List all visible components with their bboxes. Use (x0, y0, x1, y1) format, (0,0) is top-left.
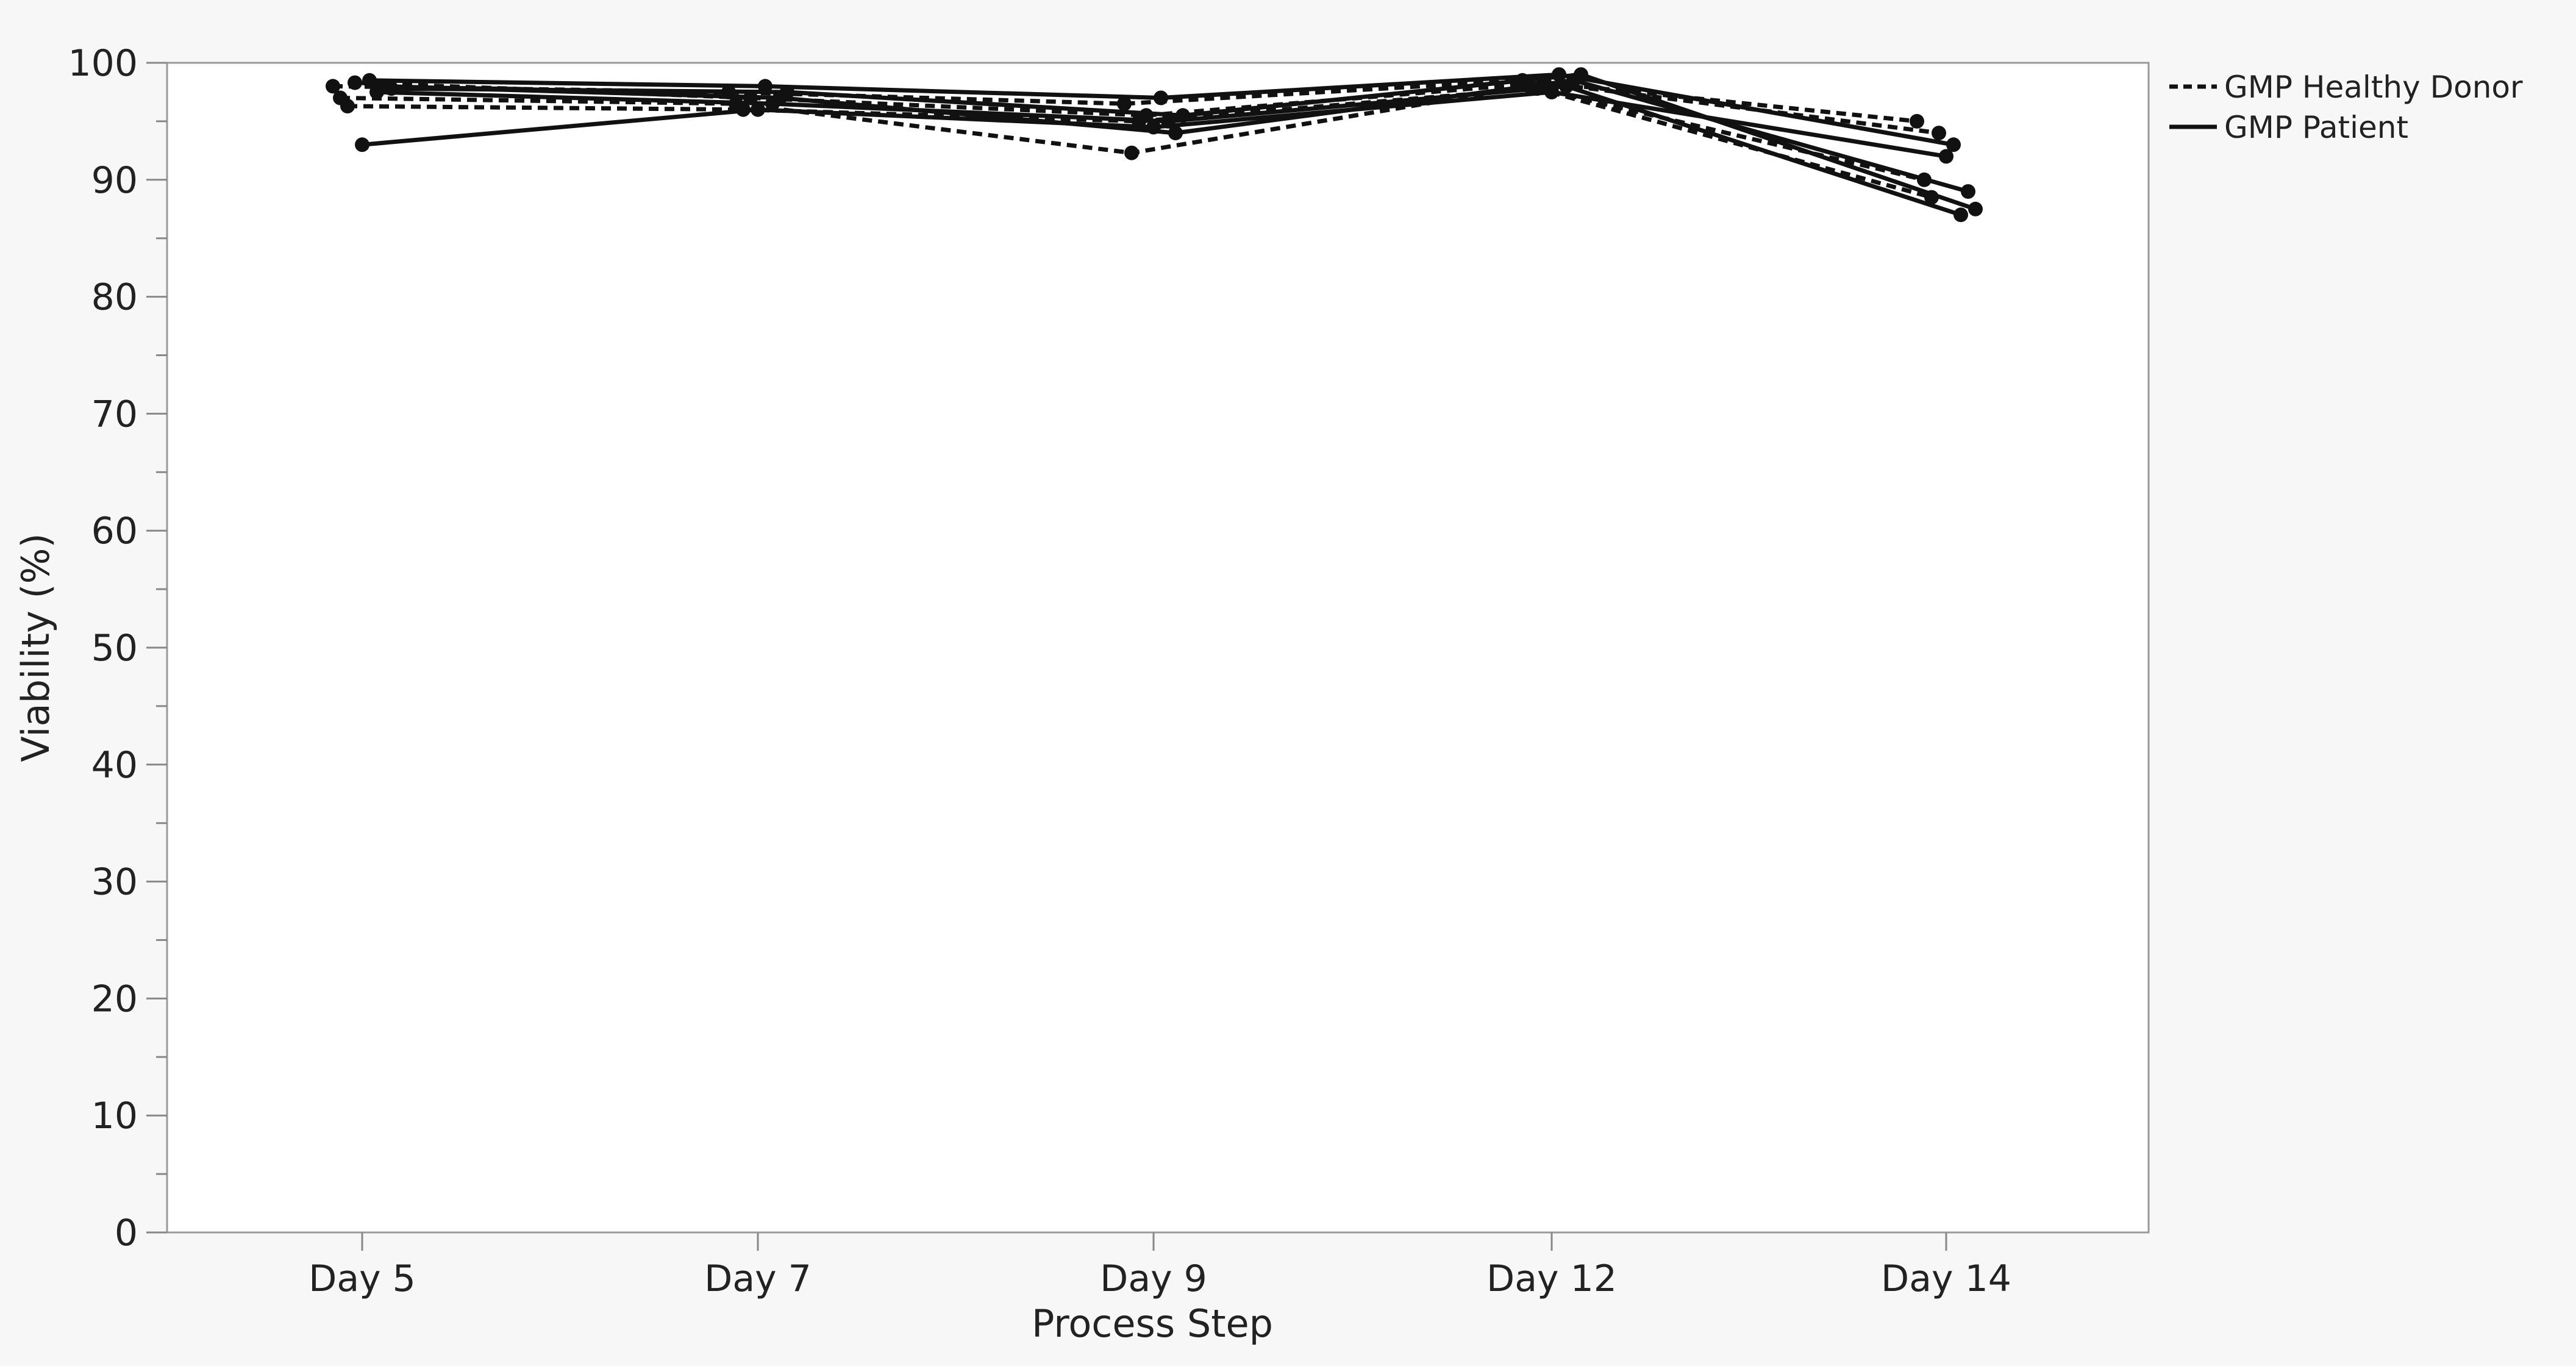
series-layer (326, 67, 1983, 223)
x-tick-label: Day 14 (1881, 1257, 2011, 1300)
data-point (1117, 96, 1132, 112)
data-point (1124, 145, 1139, 160)
data-point (1154, 90, 1168, 105)
y-tick-label: 80 (91, 276, 138, 319)
series-line-healthy-donor (332, 78, 1918, 124)
legend-label: GMP Healthy Donor (2224, 70, 2523, 105)
x-tick-label: Day 12 (1486, 1257, 1617, 1300)
y-tick-label: 60 (91, 510, 138, 552)
data-point (1176, 108, 1190, 123)
data-point (1961, 184, 1975, 199)
data-point (340, 99, 355, 113)
data-point (1939, 149, 1953, 164)
y-axis: 0 10 20 30 40 50 60 70 80 90 100 (68, 42, 167, 1254)
legend-label: GMP Patient (2224, 110, 2408, 145)
data-point (1946, 137, 1961, 152)
y-tick-label: 20 (91, 978, 138, 1020)
data-point (355, 137, 369, 152)
y-tick-label: 70 (91, 393, 138, 435)
data-point (751, 102, 765, 117)
x-axis-label: Process Step (1032, 1301, 1273, 1346)
legend: GMP Healthy Donor GMP Patient (2169, 70, 2523, 145)
series-line-healthy-donor (354, 80, 1939, 135)
data-point (326, 79, 340, 94)
data-point (348, 75, 362, 90)
y-tick-label: 30 (91, 861, 138, 904)
data-point (1168, 126, 1183, 141)
y-tick-label: 10 (91, 1095, 138, 1137)
data-point (1932, 126, 1946, 141)
data-point (1968, 201, 1983, 216)
data-point (1161, 113, 1176, 129)
data-point (362, 73, 377, 88)
data-point (1574, 67, 1588, 82)
y-tick-label: 50 (91, 627, 138, 670)
x-tick-label: Day 5 (309, 1257, 416, 1300)
y-tick-label: 0 (115, 1212, 138, 1254)
x-axis: Day 5 Day 7 Day 9 Day 12 Day 14 (309, 1232, 2011, 1300)
x-tick-label: Day 9 (1100, 1257, 1207, 1300)
y-tick-label: 100 (68, 42, 138, 85)
data-point (384, 81, 399, 96)
y-tick-label: 90 (91, 159, 138, 202)
plot-area (166, 62, 2150, 1234)
data-point (780, 85, 794, 99)
y-axis-label: Viability (%) (13, 533, 58, 762)
data-point (1910, 113, 1924, 129)
data-point (1953, 207, 1968, 223)
x-tick-label: Day 7 (704, 1257, 812, 1300)
y-tick-label: 40 (91, 744, 138, 787)
